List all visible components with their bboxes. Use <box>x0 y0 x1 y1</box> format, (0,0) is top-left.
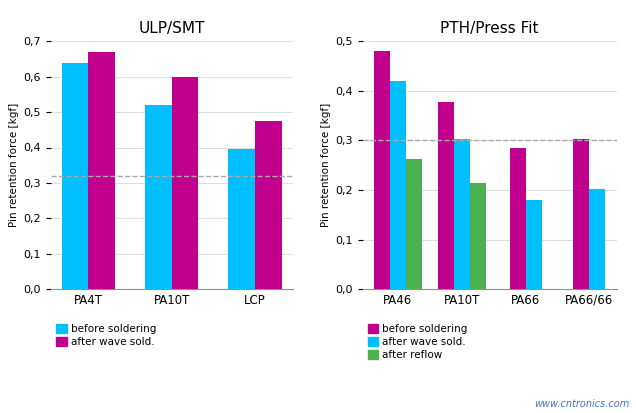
Bar <box>574 140 590 289</box>
Bar <box>390 81 406 289</box>
Bar <box>228 149 255 289</box>
Bar <box>438 102 454 289</box>
Bar <box>454 140 470 289</box>
Title: ULP/SMT: ULP/SMT <box>139 21 205 36</box>
Bar <box>62 62 88 289</box>
Bar <box>374 51 390 289</box>
Bar <box>88 52 115 289</box>
Legend: before soldering, after wave sold., after reflow: before soldering, after wave sold., afte… <box>368 324 467 360</box>
Text: www.cntronics.com: www.cntronics.com <box>534 399 630 409</box>
Bar <box>172 77 198 289</box>
Bar <box>470 183 486 289</box>
Y-axis label: Pin retention force [kgf]: Pin retention force [kgf] <box>10 103 19 227</box>
Y-axis label: Pin retention force [kgf]: Pin retention force [kgf] <box>321 103 331 227</box>
Bar <box>509 148 525 289</box>
Bar <box>145 105 172 289</box>
Bar <box>406 159 422 289</box>
Title: PTH/Press Fit: PTH/Press Fit <box>441 21 539 36</box>
Legend: before soldering, after wave sold.: before soldering, after wave sold. <box>56 324 156 347</box>
Bar <box>255 121 282 289</box>
Bar <box>525 200 541 289</box>
Bar <box>590 189 605 289</box>
